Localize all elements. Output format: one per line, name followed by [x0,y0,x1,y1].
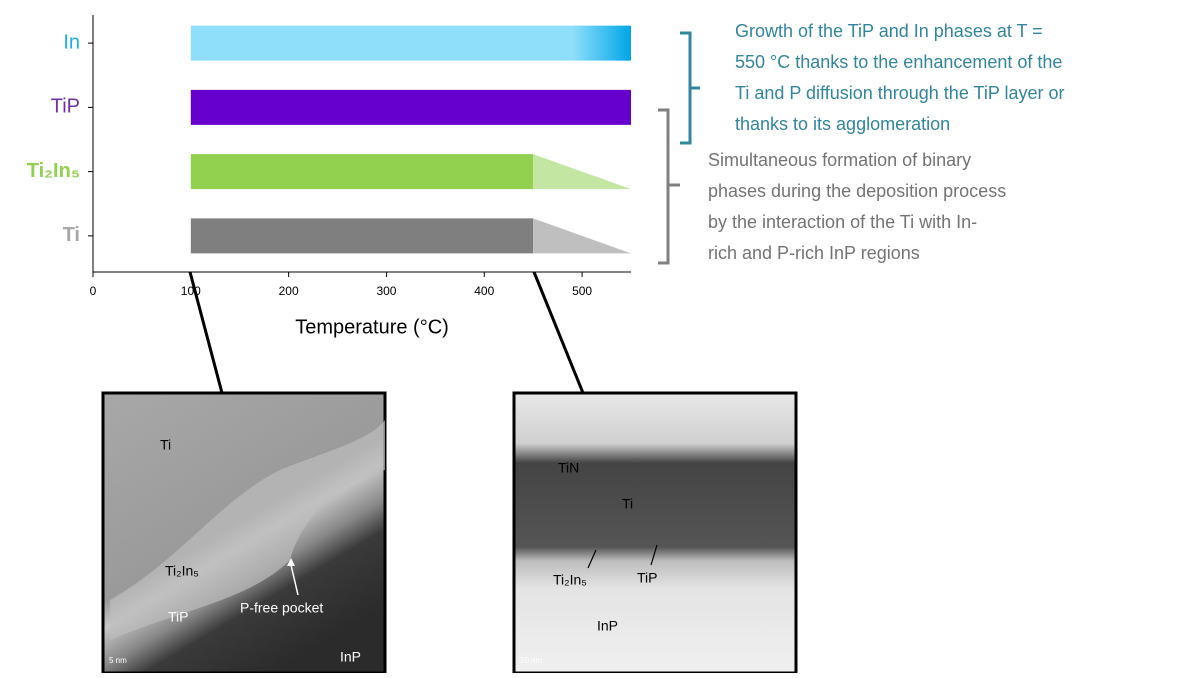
annotation: phases during the deposition process [708,181,1006,201]
bar-taper [533,218,631,254]
micrograph-label: Ti₂In₅ [165,563,199,579]
micrograph: Ti Ti₂In₅ TiP P-free pocket InP 5 nm [101,391,387,675]
bar [190,154,534,190]
annotation: Growth of the TiP and In phases at T = [735,21,1043,41]
x-tick-label: 400 [474,284,494,298]
micrograph-label: InP [597,618,618,634]
bar [190,25,631,61]
x-tick-label: 200 [279,284,299,298]
micrograph-label: TiP [637,570,657,586]
bracket [680,31,700,145]
x-tick-label: 0 [90,284,97,298]
scale-bar: 20 nm [520,656,543,665]
annotation: rich and P-rich InP regions [708,243,920,263]
x-tick-label: 100 [181,284,201,298]
micrograph-label: Ti [160,437,171,453]
annotation: 550 °C thanks to the enhancement of the [735,52,1062,72]
micrograph: TiN Ti Ti₂In₅ TiP InP 20 nm [512,391,798,675]
category-label: TiP [51,96,80,118]
micrograph-label: Ti [622,496,633,512]
bar [190,89,631,125]
micrograph-label: P-free pocket [240,600,323,616]
annotation: thanks to its agglomeration [735,114,950,134]
micrograph-label: InP [340,649,361,665]
micrograph-label: TiN [558,460,579,476]
category-label: Ti₂In₅ [27,160,80,182]
bar [190,218,534,254]
annotation: Simultaneous formation of binary [708,150,971,170]
x-axis-title: Temperature (°C) [295,316,449,338]
bar-taper [533,154,631,190]
micrograph-label: Ti₂In₅ [553,572,587,588]
scale-bar: 5 nm [109,656,127,665]
annotation: Ti and P diffusion through the TiP layer… [735,83,1065,103]
category-label: In [63,31,80,53]
category-label: Ti [63,224,80,246]
x-tick-label: 500 [572,284,592,298]
connector [532,271,585,394]
bracket [658,108,680,265]
micrograph-label: TiP [168,609,188,625]
x-tick-label: 300 [376,284,396,298]
connector [188,271,224,394]
annotation: by the interaction of the Ti with In- [708,212,977,232]
